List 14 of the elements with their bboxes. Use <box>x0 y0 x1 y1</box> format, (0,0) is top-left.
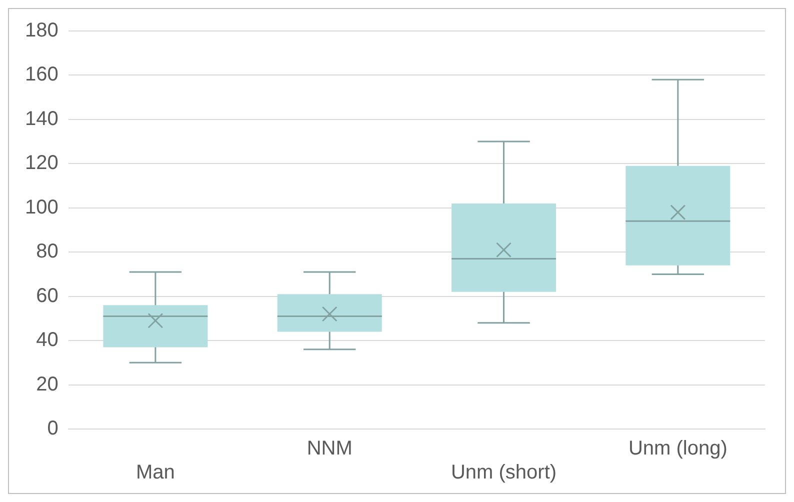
y-tick-label: 0 <box>47 418 58 440</box>
y-tick-label: 40 <box>36 329 58 352</box>
y-tick-label: 80 <box>36 240 58 263</box>
y-tick-label: 100 <box>24 196 58 218</box>
x-tick-label: Unm (long) <box>628 438 728 460</box>
y-tick-label: 20 <box>36 373 58 396</box>
y-tick-label: 60 <box>36 284 58 307</box>
y-tick-label: 120 <box>24 152 58 174</box>
y-tick-label: 160 <box>24 64 58 86</box>
x-tick-label: Man <box>136 462 175 484</box>
x-tick-label: Unm (short) <box>450 462 557 484</box>
x-tick-label: NNM <box>306 438 352 460</box>
y-tick-label: 180 <box>24 20 58 42</box>
y-tick-label: 140 <box>24 108 58 130</box>
